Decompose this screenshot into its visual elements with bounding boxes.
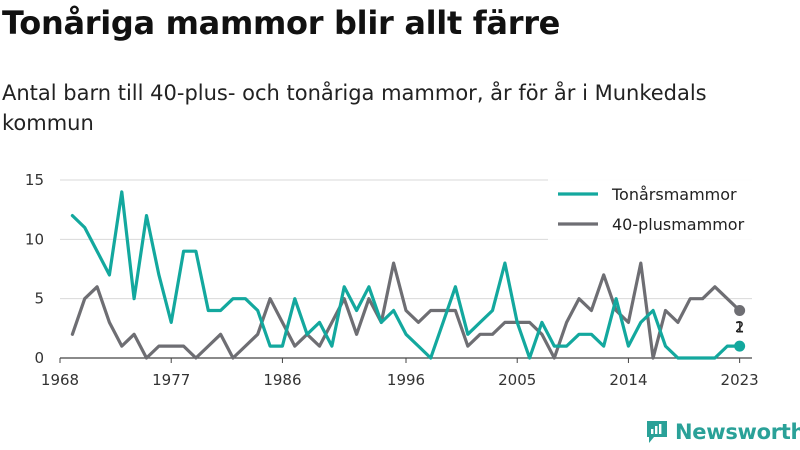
legend-label: Tonårsmammor [611,185,737,204]
end-value-label: 2 [735,318,745,336]
x-tick-label: 2005 [498,371,536,389]
chart-title: Tonåriga mammor blir allt färre [2,4,561,42]
newsworthy-logo: Newsworthy [645,418,800,446]
y-tick-label: 0 [34,349,44,367]
x-tick-label: 1977 [152,371,190,389]
legend-box [548,178,762,242]
x-tick-label: 2023 [721,371,759,389]
x-tick-label: 1986 [263,371,301,389]
x-tick-label: 1996 [387,371,425,389]
newsworthy-logo-text: Newsworthy [675,420,800,444]
y-tick-label: 5 [34,290,44,308]
y-tick-label: 15 [25,171,44,189]
line-chart: 0 5 10 15 1968 1977 1986 1996 2005 2014 2023 21 Tonå… [24,171,762,389]
y-tick-label: 10 [25,230,44,248]
series-line-tonarsmammor [70,190,742,360]
end-value-label: 1 [735,319,745,337]
x-tick-label: 1968 [41,371,79,389]
end-point-tonarsmammor [734,340,746,352]
end-point-40-plusmammor [734,305,746,317]
x-tick-label: 2014 [609,371,647,389]
newsworthy-logo-icon [647,421,667,443]
chart-subtitle: Antal barn till 40-plus- och tonåriga ma… [2,81,707,135]
legend-label: 40-plusmammor [612,215,745,234]
series-line-40-plusmammor [70,261,742,360]
